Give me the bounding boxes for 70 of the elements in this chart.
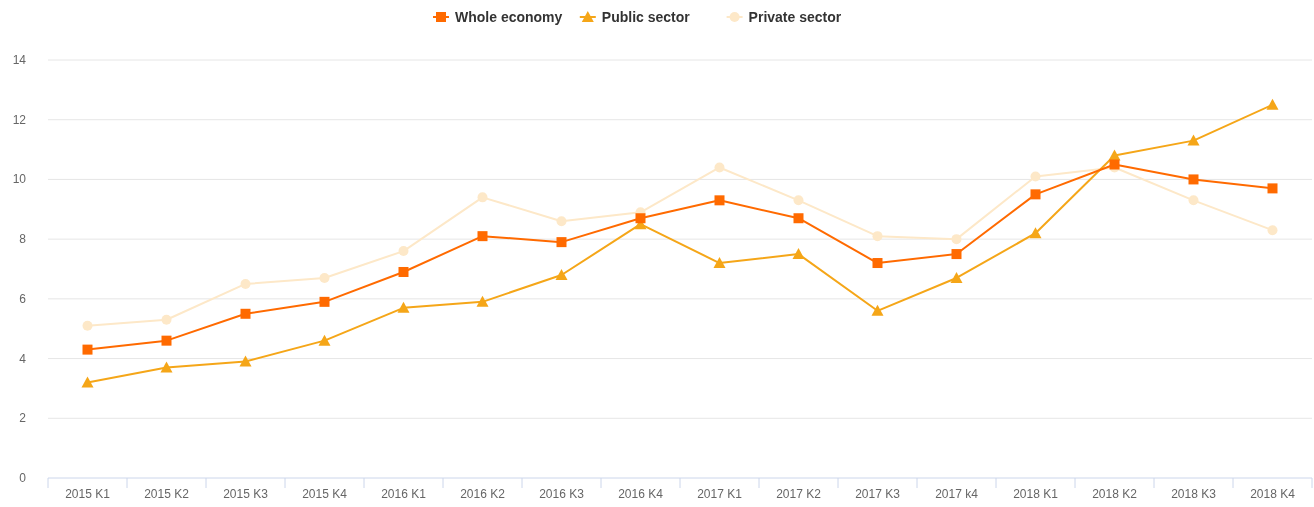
point bbox=[713, 257, 726, 269]
point bbox=[161, 335, 172, 346]
x-tick-label: 2015 K1 bbox=[65, 487, 111, 501]
point bbox=[1267, 225, 1278, 236]
x-tick-label: 2018 K3 bbox=[1171, 487, 1217, 501]
x-tick-label: 2016 K4 bbox=[618, 487, 664, 501]
point bbox=[239, 355, 252, 367]
x-tick-label: 2018 K2 bbox=[1092, 487, 1138, 501]
point bbox=[319, 272, 330, 283]
point bbox=[951, 234, 962, 245]
x-tick-label: 2016 K3 bbox=[539, 487, 585, 501]
point bbox=[81, 376, 94, 388]
y-tick-label: 10 bbox=[12, 172, 27, 187]
y-tick-label: 14 bbox=[12, 53, 27, 67]
point bbox=[240, 278, 251, 289]
point bbox=[950, 271, 963, 283]
point bbox=[556, 216, 567, 227]
point bbox=[872, 231, 883, 242]
x-tick-label: 2015 K3 bbox=[223, 487, 269, 501]
legend-label: Private sector bbox=[748, 9, 842, 25]
y-tick-label: 6 bbox=[19, 291, 27, 306]
point bbox=[1266, 98, 1279, 110]
point bbox=[161, 314, 172, 325]
point bbox=[555, 268, 568, 280]
y-tick-label: 4 bbox=[19, 351, 27, 366]
point bbox=[714, 195, 725, 206]
point bbox=[951, 249, 962, 260]
point bbox=[1267, 183, 1278, 194]
legend-label: Public sector bbox=[601, 9, 691, 25]
point bbox=[82, 320, 93, 331]
y-tick-label: 8 bbox=[19, 232, 27, 247]
point bbox=[872, 258, 883, 269]
point bbox=[398, 246, 409, 257]
point bbox=[160, 361, 173, 373]
point bbox=[1187, 134, 1200, 146]
y-tick-label: 0 bbox=[19, 471, 27, 485]
point bbox=[398, 266, 409, 277]
point bbox=[82, 344, 93, 355]
point bbox=[477, 231, 488, 242]
point bbox=[792, 248, 805, 260]
point bbox=[793, 213, 804, 224]
point bbox=[477, 192, 488, 203]
point bbox=[635, 213, 646, 224]
x-tick-label: 2016 K2 bbox=[460, 487, 506, 501]
point bbox=[476, 295, 489, 307]
y-tick-label: 2 bbox=[19, 411, 27, 426]
point bbox=[319, 296, 330, 307]
point bbox=[793, 195, 804, 206]
point bbox=[556, 237, 567, 248]
point bbox=[714, 162, 725, 173]
x-tick-label: 2017 K1 bbox=[697, 487, 743, 501]
legend-label: Whole economy bbox=[455, 9, 563, 25]
point bbox=[318, 334, 331, 346]
x-tick-label: 2015 K4 bbox=[302, 487, 348, 501]
x-tick-label: 2017 K3 bbox=[855, 487, 901, 501]
point bbox=[240, 308, 251, 319]
x-tick-label: 2018 K4 bbox=[1250, 487, 1296, 501]
point bbox=[1188, 195, 1199, 206]
point bbox=[1029, 227, 1042, 239]
x-tick-label: 2017 k4 bbox=[935, 487, 979, 501]
point bbox=[1188, 174, 1199, 185]
point bbox=[1030, 171, 1041, 182]
point bbox=[871, 304, 884, 316]
x-tick-label: 2017 K2 bbox=[776, 487, 822, 501]
x-tick-label: 2018 K1 bbox=[1013, 487, 1059, 501]
point bbox=[397, 301, 410, 313]
point bbox=[1030, 189, 1041, 200]
x-tick-label: 2016 K1 bbox=[381, 487, 427, 501]
x-tick-label: 2015 K2 bbox=[144, 487, 190, 501]
y-tick-label: 12 bbox=[12, 112, 27, 127]
